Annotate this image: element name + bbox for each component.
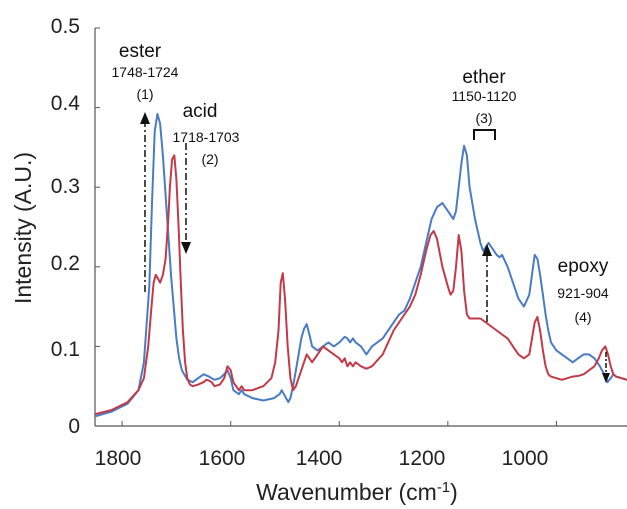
down-arrow-head [181,242,191,254]
annotation-ether: ether 1150-1120 (3) [452,67,517,322]
y-tick-label: 0.1 [51,338,80,361]
y-tick-label: 0.3 [51,175,80,198]
x-axis-title-main: Wavenumber (cm [256,479,437,505]
up-arrow-head [140,112,150,124]
annotation-range: 1150-1120 [452,88,517,104]
annotation-ester: ester 1748-1724 (1) [112,41,179,292]
annotation-number: (4) [574,309,591,325]
spectrum-line-red [94,154,627,416]
y-tick-label: 0.2 [51,252,80,275]
x-tick-label: 1600 [199,447,246,470]
y-tick-label: 0.4 [51,92,81,115]
x-axis-title-sup: -1 [437,479,450,496]
x-tick-label: 1400 [296,447,343,470]
annotation-acid: acid 1718-1703 (2) [173,101,240,254]
annotation-epoxy: epoxy 921-904 (4) [557,256,610,383]
annotation-range: 921-904 [557,285,609,301]
annotation-number: (1) [136,86,153,102]
x-tick-label: 1000 [502,447,549,470]
x-tick-labels: 1800 1600 1400 1200 1000 [95,447,549,470]
tick-marks [95,27,557,427]
y-tick-label: 0 [68,415,80,438]
annotation-number: (3) [475,110,492,126]
x-axis-title-close: ) [450,479,458,505]
y-tick-label: 0.5 [51,15,80,38]
annotation-number: (2) [201,151,218,167]
up-arrow-head [482,244,492,256]
annotation-range: 1718-1703 [173,129,240,145]
down-arrow-head [602,373,610,383]
axes [94,28,627,427]
y-axis-title: Intensity (A.U.) [10,152,36,304]
x-tick-label: 1800 [95,447,142,470]
x-tick-label: 1200 [399,447,446,470]
spectra [94,113,627,418]
y-tick-labels: 0 0.1 0.2 0.3 0.4 0.5 [51,15,81,438]
annotation-label: ether [462,67,506,88]
annotation-range: 1748-1724 [112,64,179,80]
x-axis-title: Wavenumber (cm-1) [256,479,458,505]
annotation-label: ester [119,41,162,62]
bracket [473,129,496,140]
spectrum-line-blue [94,113,627,418]
annotation-label: acid [183,101,218,122]
annotation-label: epoxy [558,256,609,277]
